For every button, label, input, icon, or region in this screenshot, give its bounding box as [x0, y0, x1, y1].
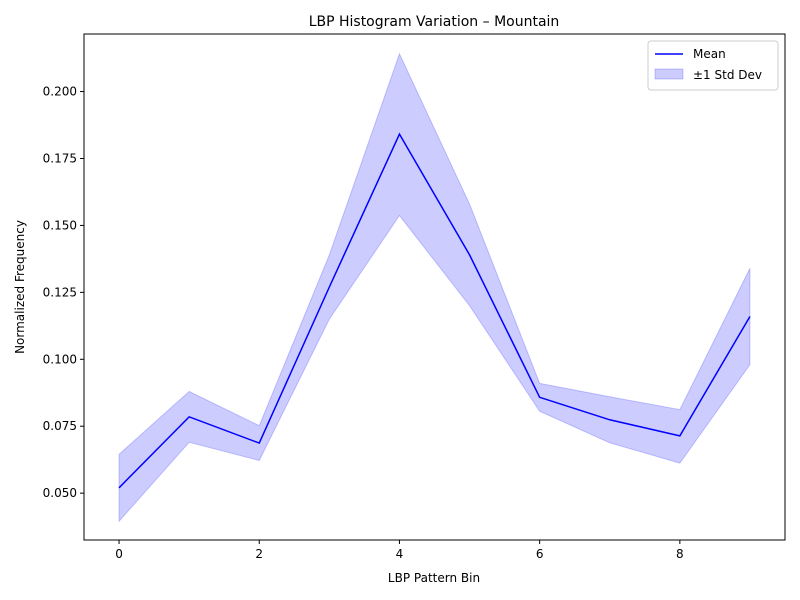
mean-point [187, 415, 191, 419]
x-axis-label: LBP Pattern Bin [388, 571, 480, 585]
y-axis-ticks: 0.050 0.075 0.100 0.125 0.150 0.175 0.200 [43, 85, 84, 500]
x-tick-label: 6 [536, 547, 544, 561]
legend-band-swatch [654, 68, 684, 80]
legend: Mean ±1 Std Dev [647, 40, 779, 91]
mean-point [678, 434, 682, 438]
mean-point [327, 285, 331, 289]
plot-frame [83, 33, 786, 541]
std-dev-band [118, 52, 751, 523]
legend-mean-label: Mean [693, 47, 726, 61]
y-tick-label: 0.175 [43, 151, 77, 165]
mean-point [468, 253, 472, 257]
y-tick-label: 0.200 [43, 85, 77, 99]
mean-point [538, 395, 542, 399]
mean-point [117, 486, 121, 490]
y-tick-label: 0.050 [43, 486, 77, 500]
y-tick-label: 0.125 [43, 285, 77, 299]
mean-point [748, 314, 752, 318]
x-tick-label: 4 [396, 547, 404, 561]
mean-point [608, 418, 612, 422]
legend-band-label: ±1 Std Dev [693, 68, 762, 82]
x-tick-label: 8 [676, 547, 684, 561]
y-tick-label: 0.075 [43, 419, 77, 433]
plot-area [117, 52, 752, 523]
y-tick-label: 0.150 [43, 218, 77, 232]
y-axis-label: Normalized Frequency [13, 220, 27, 354]
mean-point [397, 132, 401, 136]
mean-line [118, 132, 751, 489]
x-tick-label: 0 [115, 547, 123, 561]
x-axis-ticks: 0 2 4 6 8 [115, 540, 684, 561]
x-tick-label: 2 [255, 547, 263, 561]
chart-title: LBP Histogram Variation – Mountain [309, 14, 560, 30]
y-tick-label: 0.100 [43, 352, 77, 366]
mean-point [257, 441, 261, 445]
